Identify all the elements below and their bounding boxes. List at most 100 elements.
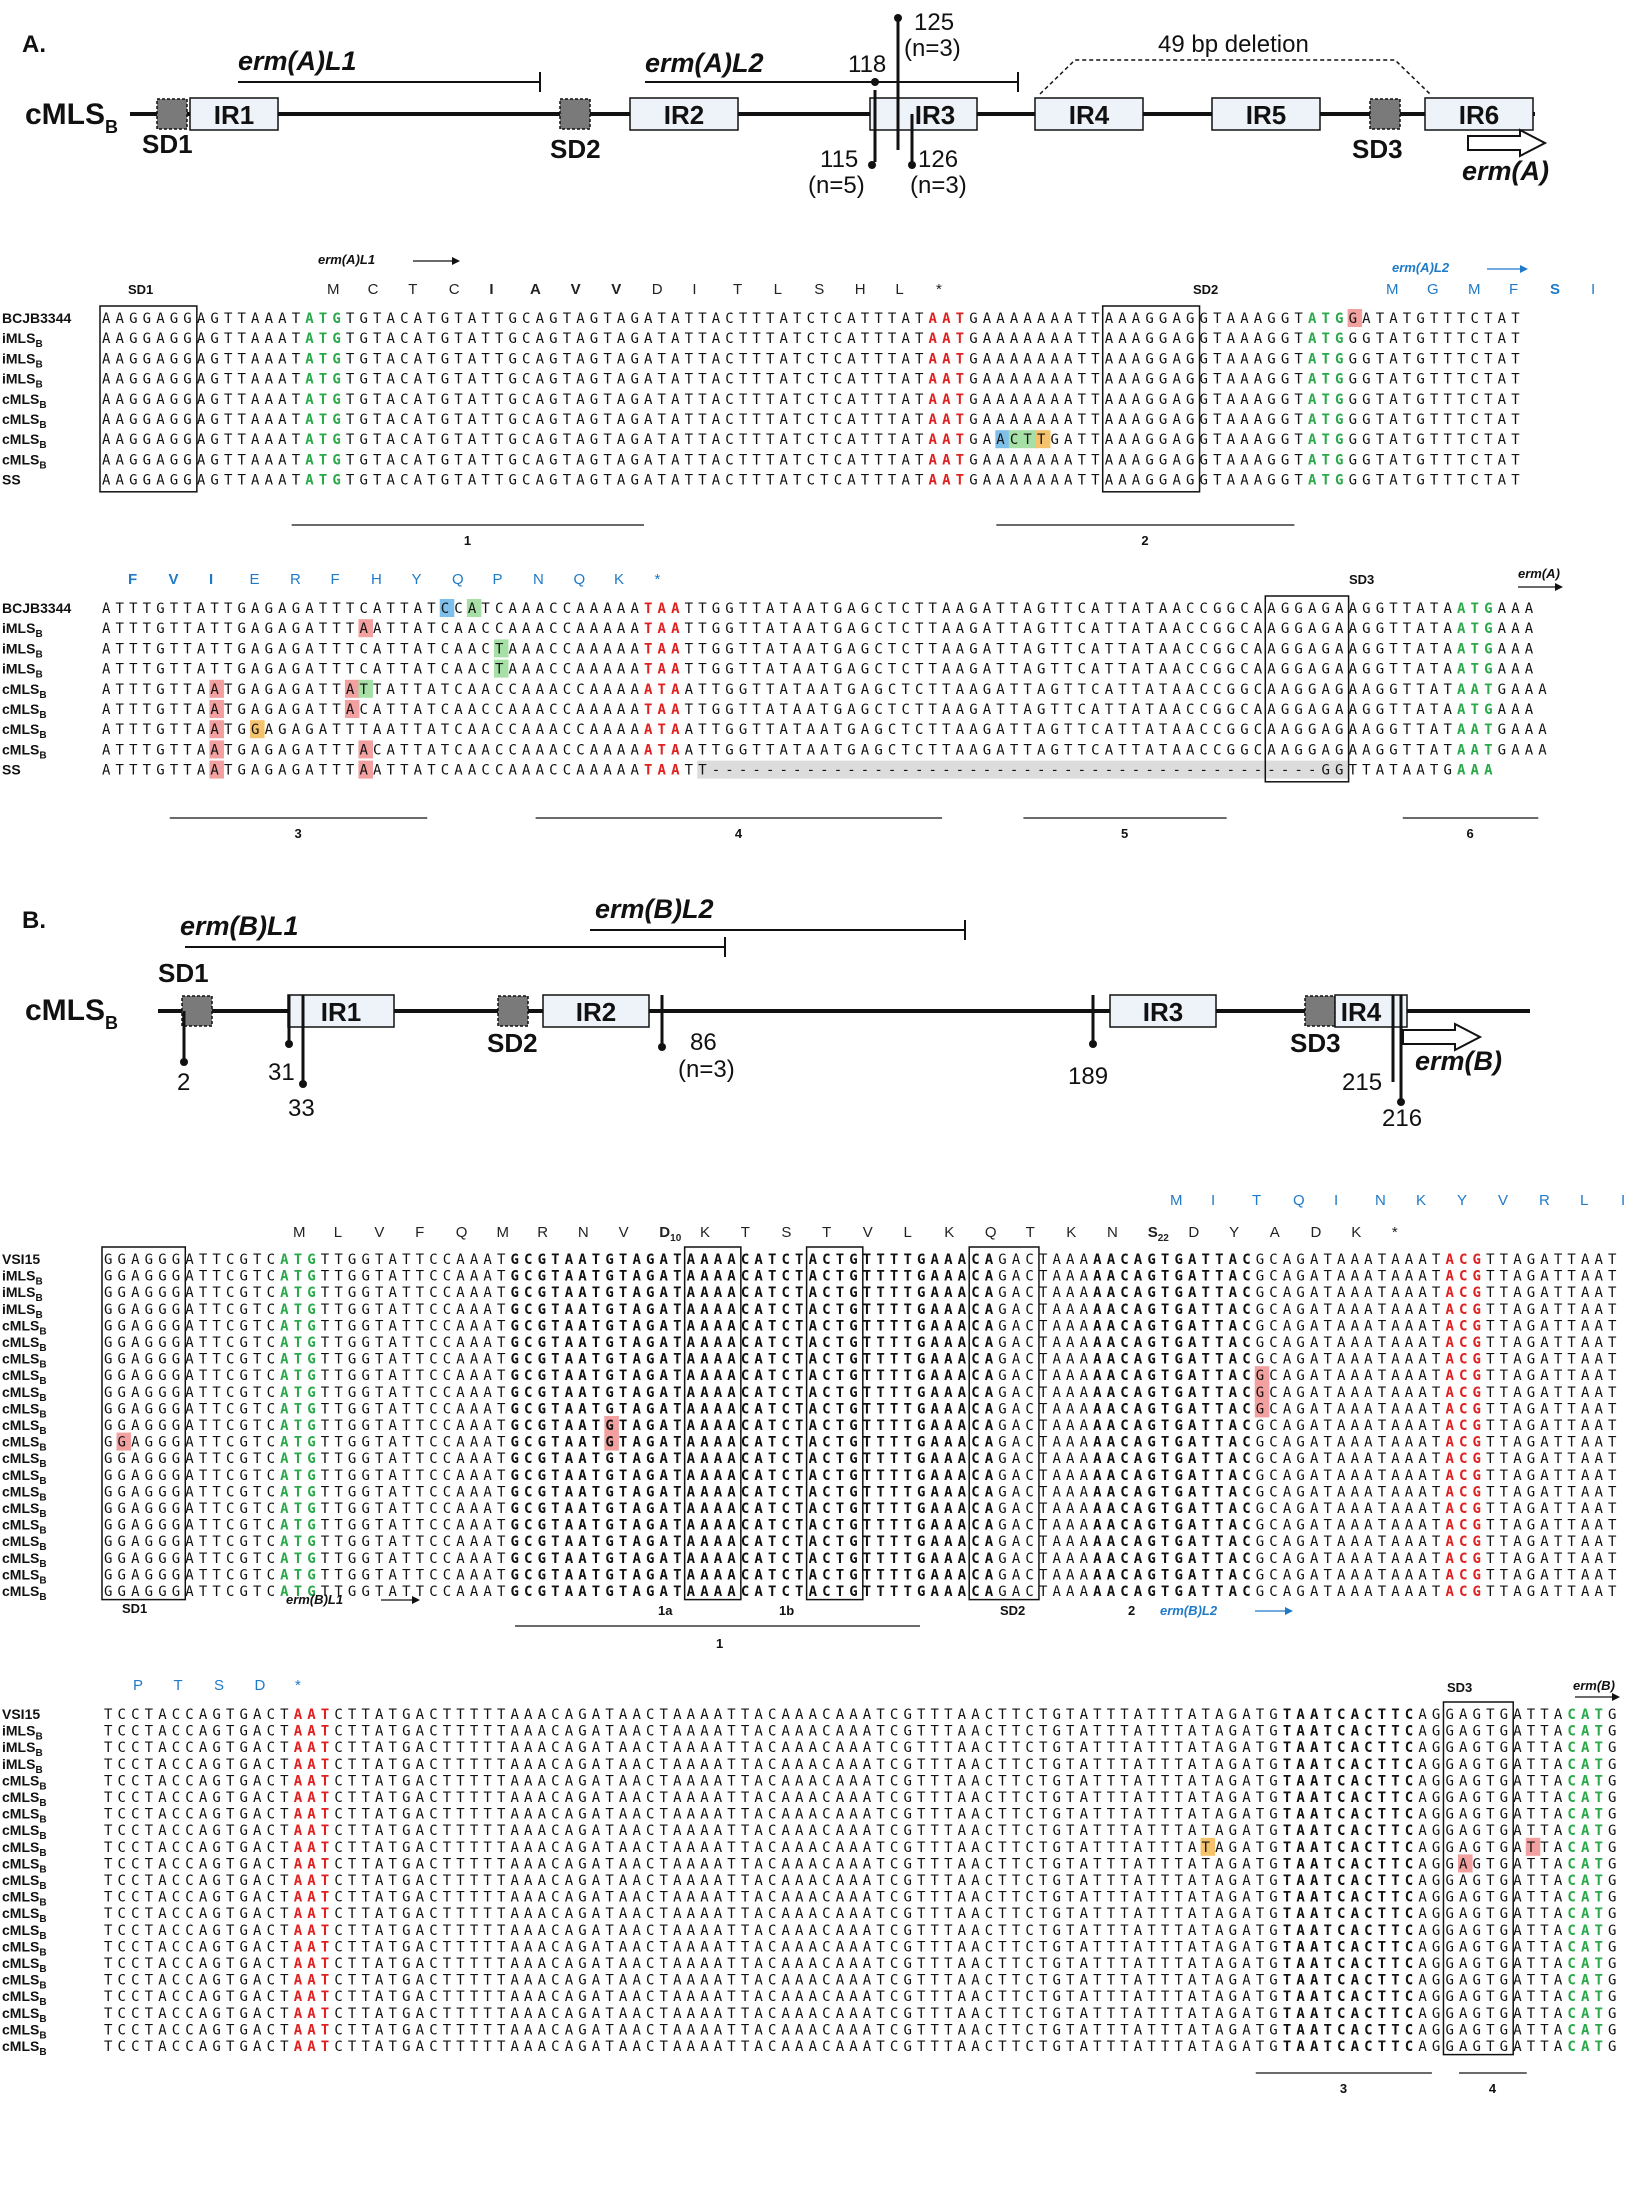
amino-acid: Y	[1457, 1192, 1467, 1209]
seq-name: cMLSB	[2, 1806, 47, 1826]
seq-name: cMLSB	[2, 1550, 47, 1570]
seq-name: cMLSB	[2, 741, 47, 761]
ir4-label: IR4	[1069, 100, 1110, 130]
b-marker-189: 189	[1068, 1063, 1108, 1090]
seq-name: cMLSB	[2, 1583, 47, 1603]
seq-name: VSI15	[2, 1251, 40, 1267]
amino-acid: F	[128, 571, 137, 588]
amino-acid: R	[1539, 1192, 1550, 1209]
sd3-box	[1369, 98, 1401, 130]
erm-b-gene-label: erm(B)	[1415, 1046, 1502, 1076]
b-ir1-box	[287, 994, 395, 1028]
variant-highlight	[358, 679, 373, 698]
seq-name: iMLSB	[2, 620, 43, 640]
variant-highlight	[116, 1432, 132, 1451]
erm-a-gene-arrow	[1467, 128, 1548, 158]
amino-acid: I	[1591, 281, 1595, 298]
seq-name: iMLSB	[2, 371, 43, 391]
erm-a-l2-label: erm(A)L2	[645, 48, 764, 78]
b-sd1-label: SD1	[158, 958, 209, 988]
variant-highlight	[1254, 1382, 1270, 1401]
block4-gene-label: erm(B)	[1573, 1678, 1615, 1693]
ir6-box	[1424, 97, 1534, 131]
b-ir3-box	[1109, 994, 1217, 1028]
erm-a-l1-label: erm(A)L1	[238, 46, 357, 76]
amino-acid: *	[936, 281, 942, 298]
amino-acid: L	[904, 1224, 912, 1241]
amino-acid: S	[214, 1677, 224, 1694]
amino-acid: V	[863, 1224, 873, 1241]
ir2-label: IR2	[664, 100, 704, 130]
seq-name: cMLSB	[2, 1417, 47, 1437]
seq-name: cMLSB	[2, 1772, 47, 1792]
amino-acid: T	[1252, 1192, 1261, 1209]
b-sd1-box	[181, 995, 213, 1027]
region-number: 6	[1467, 826, 1474, 841]
b-sd3-box	[1304, 995, 1336, 1027]
variant-highlight	[358, 619, 373, 638]
amino-acid: Q	[452, 571, 464, 588]
panel-b-map: B. erm(B)L1 erm(B)L2 cMLSB SD1 SD2 SD3 I…	[22, 894, 1530, 1132]
amino-acid: D	[652, 281, 663, 298]
variant-highlight	[493, 659, 509, 678]
variant-highlight	[1254, 1399, 1270, 1418]
sd1-label: SD1	[142, 129, 193, 159]
block3-lead2-label: erm(B)L2	[1160, 1603, 1218, 1618]
block3-sd2-label: SD2	[1000, 1603, 1025, 1618]
motif-box	[805, 1246, 864, 1601]
b-ir2-label: IR2	[576, 997, 616, 1027]
seq-name: cMLSB	[2, 1434, 47, 1454]
variant-highlight	[995, 430, 1010, 449]
sd2-box	[559, 98, 591, 130]
seq-name: cMLSB	[2, 1500, 47, 1520]
block1-aa-row: M C T C I A V V D I T L S H L *	[327, 281, 942, 298]
amino-acid: K	[1066, 1224, 1076, 1241]
seq-name: cMLSB	[2, 1517, 47, 1537]
b-marker-31: 31	[268, 1059, 295, 1086]
b-ir1-label: IR1	[321, 997, 361, 1027]
seq-name: SS	[2, 472, 21, 488]
motif-box	[99, 305, 198, 493]
amino-acid: A	[530, 281, 541, 298]
block2-aa-row: M G M F S I F V I E R F H Y Q P N Q K *	[128, 281, 1595, 588]
seq-name: cMLSB	[2, 1467, 47, 1487]
ir2-box	[629, 97, 739, 131]
block4-aa-row: P T S D *	[133, 1677, 301, 1694]
ir4-box	[1034, 97, 1144, 131]
block3-2-label: 2	[1128, 1603, 1135, 1618]
variant-highlight	[1008, 430, 1037, 449]
amino-acid: P	[493, 571, 503, 588]
region-number: 3	[1340, 2081, 1347, 2096]
amino-acid: D	[1311, 1224, 1322, 1241]
amino-acid: M	[293, 1224, 306, 1241]
seq-name: BCJB3344	[2, 310, 71, 326]
seq-name: cMLSB	[2, 1855, 47, 1875]
block1-lead2-label: erm(A)L2	[1392, 260, 1450, 275]
amino-acid: *	[655, 571, 661, 588]
amino-acid: I	[489, 281, 493, 298]
amino-acid: M	[1386, 281, 1399, 298]
amino-acid: K	[944, 1224, 954, 1241]
